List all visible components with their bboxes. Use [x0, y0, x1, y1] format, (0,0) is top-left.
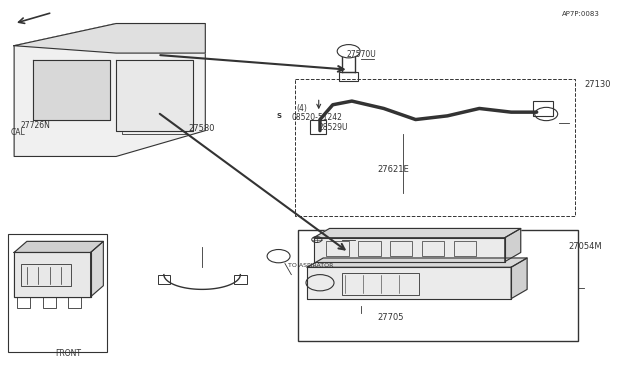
Text: 27580: 27580 — [189, 124, 216, 133]
Bar — [454, 241, 476, 256]
Bar — [68, 297, 81, 308]
Polygon shape — [511, 258, 527, 299]
Text: AP7P:0083: AP7P:0083 — [562, 11, 600, 17]
Bar — [326, 241, 349, 256]
Text: FRONT: FRONT — [56, 350, 81, 359]
Polygon shape — [14, 23, 205, 53]
Text: 27130: 27130 — [584, 80, 611, 89]
Bar — [17, 297, 30, 308]
Polygon shape — [505, 228, 521, 262]
Bar — [122, 119, 186, 134]
Text: 27570U: 27570U — [346, 51, 376, 60]
Bar — [122, 68, 186, 90]
Polygon shape — [314, 238, 505, 262]
Bar — [43, 297, 56, 308]
Text: S: S — [276, 113, 281, 119]
Polygon shape — [307, 267, 511, 299]
Text: (4): (4) — [296, 104, 307, 113]
Polygon shape — [14, 253, 91, 297]
Bar — [342, 273, 419, 295]
Text: 27705: 27705 — [378, 312, 404, 321]
Polygon shape — [314, 228, 521, 238]
Text: 28529U: 28529U — [318, 124, 348, 132]
Text: TO ASPIRATOR: TO ASPIRATOR — [288, 263, 333, 268]
Polygon shape — [307, 258, 527, 267]
Bar — [14, 253, 91, 297]
Bar — [358, 241, 381, 256]
Polygon shape — [14, 23, 205, 157]
Polygon shape — [116, 61, 193, 131]
Polygon shape — [14, 241, 103, 253]
Bar — [390, 241, 412, 256]
Bar — [8, 234, 106, 352]
Polygon shape — [33, 61, 109, 119]
Text: 27621E: 27621E — [378, 165, 409, 174]
Polygon shape — [91, 241, 103, 297]
Bar — [534, 101, 552, 116]
Bar — [234, 275, 246, 284]
Circle shape — [267, 250, 290, 263]
Text: CAL: CAL — [11, 128, 26, 137]
Bar — [310, 119, 326, 134]
Text: 27726N: 27726N — [20, 121, 51, 129]
Text: 27054M: 27054M — [568, 243, 602, 251]
Bar — [157, 275, 170, 284]
Bar — [298, 230, 578, 341]
Bar — [422, 241, 444, 256]
Bar — [20, 263, 72, 286]
Bar — [294, 79, 575, 215]
Bar — [122, 94, 186, 116]
Text: 08520-51242: 08520-51242 — [291, 113, 342, 122]
Bar — [339, 71, 358, 81]
